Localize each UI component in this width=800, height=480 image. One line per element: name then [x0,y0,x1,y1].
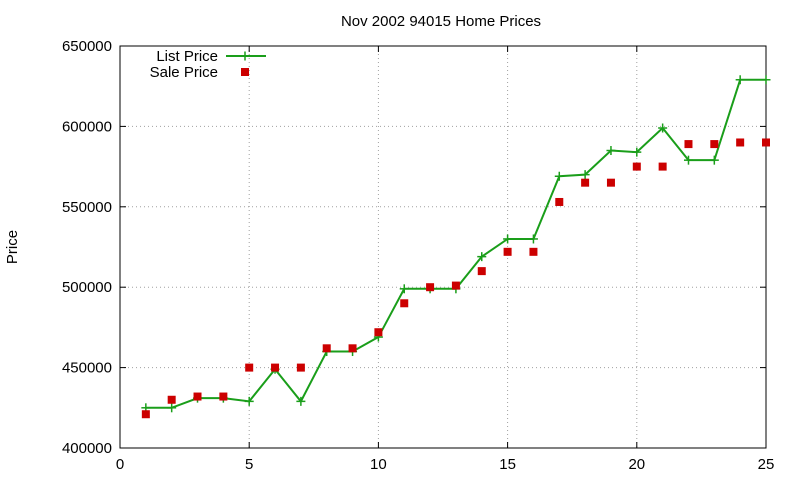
data-point [399,284,409,294]
data-point [529,247,538,256]
data-point [219,392,228,401]
data-point [709,155,719,165]
data-point [141,410,150,419]
series-sale-price [141,138,770,419]
data-point [632,147,642,157]
data-point [503,234,513,244]
data-point [477,252,487,262]
data-point [348,344,357,353]
data-point [761,75,771,85]
data-point [167,403,177,413]
data-point [322,344,331,353]
x-tick-label: 5 [245,456,253,473]
data-point [477,267,486,276]
data-point [374,328,383,337]
y-tick-label: 650000 [62,38,112,55]
data-point [710,140,719,149]
legend-entry: List Price [156,48,266,65]
data-point [244,396,254,406]
data-point [736,138,745,147]
y-tick-label: 550000 [62,199,112,216]
data-point [632,162,641,171]
data-point [684,140,693,149]
data-point [580,170,590,180]
x-tick-label: 20 [628,456,645,473]
y-tick-label: 500000 [62,279,112,296]
data-point [528,234,538,244]
data-point [606,178,615,187]
data-point [400,299,409,308]
chart-title: Nov 2002 94015 Home Prices [341,13,541,30]
series-list-price [141,75,771,413]
x-tick-label: 15 [499,456,516,473]
data-point [658,162,667,171]
legend-entry: Sale Price [150,64,249,81]
legend-marker [241,68,249,76]
y-tick-label: 400000 [62,440,112,457]
data-point [271,363,280,372]
plot-series [141,75,771,419]
data-point [503,247,512,256]
x-tick-label: 0 [116,456,124,473]
data-point [606,146,616,156]
data-point [555,197,564,206]
plot-frame [119,45,767,449]
data-point [658,123,668,133]
grid [120,46,766,448]
legend-label: Sale Price [150,64,218,81]
y-tick-label: 450000 [62,360,112,377]
data-point [554,171,564,181]
data-point [451,281,460,290]
data-point [245,363,254,372]
y-tick-label: 600000 [62,118,112,135]
series-line [145,78,766,409]
data-point [762,138,770,147]
legend-label: List Price [156,48,218,65]
data-point [296,396,306,406]
data-point [296,363,305,372]
data-point [193,392,202,401]
data-point [735,75,745,85]
data-point [167,395,176,404]
legend-marker [240,51,250,61]
data-point [581,178,590,187]
data-point [683,155,693,165]
x-tick-label: 25 [758,456,775,473]
y-axis-label: Price [4,230,21,264]
x-tick-label: 10 [370,456,387,473]
data-point [426,283,435,292]
axes: 0 5 10 15 20 25 400000 450000 500000 550000 600000… [62,38,774,473]
